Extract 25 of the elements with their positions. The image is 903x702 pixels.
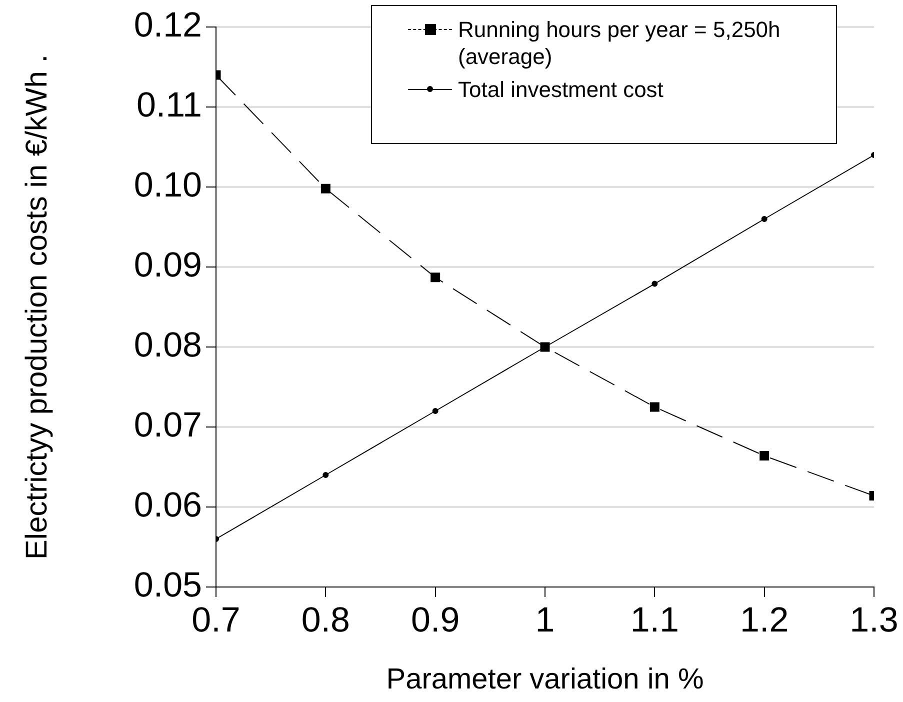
- x-tick-label: 1: [535, 600, 555, 640]
- y-tick-label: 0.10: [134, 166, 202, 205]
- point: [322, 472, 329, 478]
- x-tick-label: 1.2: [740, 600, 789, 640]
- point: [760, 451, 770, 461]
- legend-label: Running hours per year = 5,250h (average): [458, 16, 782, 70]
- x-tick-label: 0.9: [411, 600, 460, 640]
- point: [320, 184, 330, 194]
- legend-label: Total investment cost: [458, 76, 664, 103]
- x-tick-label: 1.3: [850, 600, 898, 640]
- y-tick-label: 0.12: [134, 6, 202, 45]
- y-tick-label: 0.11: [136, 86, 202, 125]
- y-tick-label: 0.08: [134, 326, 202, 365]
- x-axis-title: Parameter variation in %: [386, 664, 704, 696]
- point: [650, 402, 660, 412]
- y-axis-title: Electrictyy production costs in €/kWh .: [20, 54, 54, 560]
- y-tick-label: 0.09: [134, 246, 202, 285]
- x-tick-label: 0.8: [301, 600, 350, 640]
- y-tick-label: 0.06: [134, 486, 202, 525]
- point: [432, 408, 438, 414]
- point: [430, 272, 440, 282]
- x-tick-label: 1.1: [630, 600, 679, 640]
- point: [652, 280, 658, 287]
- point: [761, 216, 768, 222]
- y-tick-label: 0.07: [134, 406, 202, 445]
